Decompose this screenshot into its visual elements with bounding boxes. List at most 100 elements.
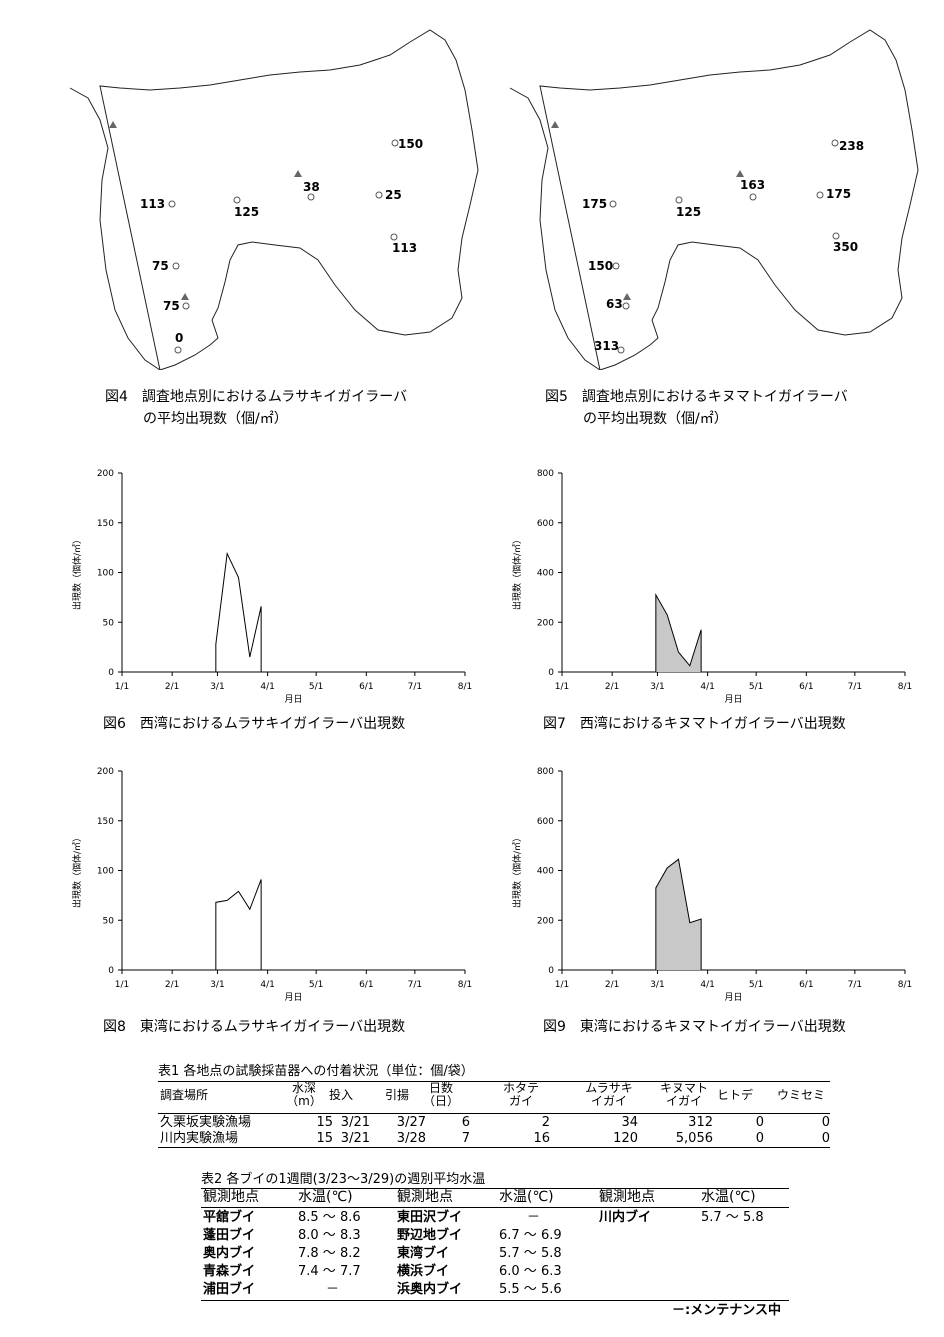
buoy-markers	[551, 121, 744, 300]
x-tick-label: 5/1	[749, 980, 763, 990]
table2-header-cell: 観測地点	[599, 1189, 655, 1205]
table2-cell: 浜奥内ブイ	[397, 1282, 463, 1297]
table1-cell: 2	[541, 1115, 550, 1130]
table2-rule-top	[201, 1188, 789, 1189]
fig5-caption-line2: の平均出現数（個/㎡）	[583, 411, 728, 427]
fig9-chart: 0 200 400 600 800 1/1 2/1 3/1 4/1 5/1 6/1 7/1 8/1 月日 出…	[511, 767, 912, 1003]
x-tick-label: 5/1	[309, 980, 323, 990]
y-tick-label: 100	[97, 867, 114, 877]
fig4-label-5: 125	[234, 205, 259, 219]
table1-rule-mid	[158, 1113, 830, 1114]
fig5-map: 238 163 175 175 125 350 150 63 313	[509, 29, 919, 370]
x-tick-label: 8/1	[898, 980, 912, 990]
fig4-caption-line1: 図4 調査地点別におけるムラサキイガイラーバ	[105, 389, 408, 405]
x-tick-label: 2/1	[165, 682, 179, 692]
fig7-caption: 図7 西湾におけるキヌマトイガイラーバ出現数	[543, 716, 846, 732]
table2-rule-mid	[201, 1207, 789, 1208]
series-line	[655, 592, 702, 672]
fig6-caption: 図6 西湾におけるムラサキイガイラーバ出現数	[103, 716, 406, 732]
y-tick-label: 50	[103, 618, 115, 628]
fig5-label-1: 238	[839, 139, 864, 153]
y-tick-label: 0	[548, 966, 554, 976]
table2-cell: 7.4 ～ 7.7	[298, 1264, 361, 1279]
series-line	[215, 551, 262, 672]
table1-cell: 7	[461, 1131, 470, 1146]
x-axis-label: 月日	[284, 694, 302, 705]
table1-rule-top	[158, 1081, 830, 1082]
y-tick-label: 200	[537, 618, 554, 628]
table1-cell: 0	[821, 1131, 830, 1146]
table2-rule-bottom	[201, 1300, 789, 1301]
x-tick-label: 8/1	[458, 682, 472, 692]
fig5-label-7: 150	[588, 259, 613, 273]
x-tick-label: 7/1	[408, 682, 422, 692]
fig5-caption-line1: 図5 調査地点別におけるキヌマトイガイラーバ	[545, 389, 848, 405]
fig4-label-3: 25	[385, 188, 402, 202]
bay-coastline	[509, 29, 919, 370]
table1-cell: 15	[316, 1131, 333, 1146]
x-tick-label: 3/1	[210, 980, 224, 990]
table2-header-cell: 水温(℃)	[499, 1189, 554, 1205]
x-tick-label: 2/1	[165, 980, 179, 990]
fig5-label-2: 163	[740, 178, 765, 192]
fig5-label-6: 350	[833, 240, 858, 254]
fig4-label-1: 150	[398, 137, 423, 151]
fig4-caption: 図4 調査地点別におけるムラサキイガイラーバ の平均出現数（個/㎡）	[105, 386, 407, 430]
fig4-map: 150 38 25 113 125 113 75 75 0	[69, 29, 479, 370]
table2-cell: 6.7 ～ 6.9	[499, 1228, 562, 1243]
y-tick-label: 0	[108, 668, 114, 678]
x-tick-label: 3/1	[650, 682, 664, 692]
fig5-caption: 図5 調査地点別におけるキヌマトイガイラーバ の平均出現数（個/㎡）	[545, 386, 848, 430]
buoy-markers	[109, 121, 302, 300]
table2-cell: 平舘ブイ	[203, 1210, 256, 1225]
table2-cell: 奥内ブイ	[203, 1246, 256, 1261]
x-axis-label: 月日	[724, 694, 742, 705]
table1-cell: 0	[755, 1131, 764, 1146]
y-tick-label: 100	[97, 569, 114, 579]
x-tick-label: 8/1	[458, 980, 472, 990]
table1-header-cell: 引揚	[384, 1088, 409, 1102]
y-tick-label: 150	[97, 817, 114, 827]
table2-cell: 青森ブイ	[203, 1264, 256, 1279]
table1-header-cell: 日数 （日）	[422, 1081, 459, 1108]
table1-rule-bottom	[158, 1147, 830, 1148]
table1-cell: 3/21	[340, 1115, 370, 1130]
table2-header-cell: 水温(℃)	[298, 1189, 353, 1205]
fig7-chart: 0 200 400 600 800 1/1 2/1 3/1 4/1 5/1 6/1 7/1 8/1 月日 出…	[511, 469, 912, 705]
table1-header-cell: 水深 （m）	[286, 1081, 322, 1108]
table2-cell: 東湾ブイ	[397, 1246, 450, 1261]
table2-cell: 8.0 ～ 8.3	[298, 1228, 361, 1243]
x-tick-label: 1/1	[555, 980, 569, 990]
x-tick-label: 1/1	[555, 682, 569, 692]
x-axis-label: 月日	[724, 992, 742, 1003]
fig5-label-8: 63	[606, 297, 623, 311]
table2-cell: 浦田ブイ	[203, 1282, 256, 1297]
table1-title: 表1 各地点の試験採苗器への付着状況（単位：個/袋）	[158, 1064, 474, 1079]
x-tick-label: 7/1	[848, 980, 862, 990]
table2-cell: 東田沢ブイ	[397, 1210, 463, 1225]
table1: 表1 各地点の試験採苗器への付着状況（単位：個/袋） 調査場所 水深 （m） 投入 引…	[158, 1062, 830, 1154]
fig4-label-7: 75	[152, 259, 169, 273]
table2-title: 表2 各ブイの1週間(3/23～3/29)の週別平均水温	[201, 1172, 486, 1187]
fig8-caption: 図8 東湾におけるムラサキイガイラーバ出現数	[103, 1019, 406, 1035]
series-line	[215, 879, 262, 970]
series-line	[655, 858, 702, 970]
x-tick-label: 4/1	[700, 682, 714, 692]
table1-cell: 3/28	[396, 1131, 426, 1146]
x-tick-label: 5/1	[749, 682, 763, 692]
y-tick-label: 200	[97, 469, 114, 479]
table2-header-cell: 水温(℃)	[701, 1189, 756, 1205]
table1-cell: 川内実験漁場	[160, 1131, 239, 1146]
table1-cell: 久栗坂実験漁場	[160, 1115, 252, 1130]
table2-cell: 野辺地ブイ	[397, 1228, 463, 1243]
fig4-label-2: 38	[303, 180, 320, 194]
y-tick-label: 200	[97, 767, 114, 777]
table2-cell: 蓬田ブイ	[203, 1228, 256, 1243]
table2-cell: 7.8 ～ 8.2	[298, 1246, 361, 1261]
x-tick-label: 6/1	[359, 682, 373, 692]
x-tick-label: 1/1	[115, 980, 129, 990]
y-tick-label: 800	[537, 469, 554, 479]
table2-cell: 5.5 ～ 5.6	[499, 1282, 562, 1297]
y-tick-label: 800	[537, 767, 554, 777]
table2-cell: －	[527, 1210, 541, 1225]
